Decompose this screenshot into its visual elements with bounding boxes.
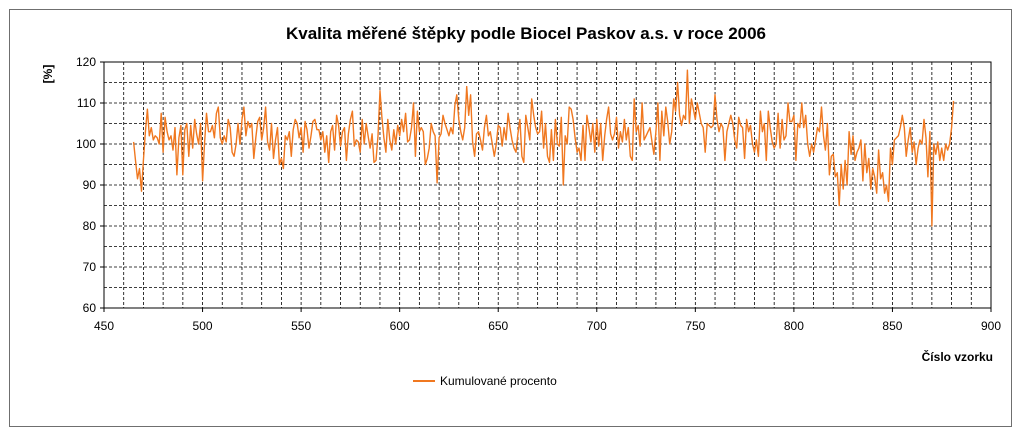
y-tick-label: 90	[83, 178, 97, 192]
y-axis-label: [%]	[41, 65, 55, 84]
x-tick-label: 550	[291, 319, 311, 333]
axis-ticks: 450 500 550 600 650 700 750 800 850 900 60 70 80 90 10…	[76, 55, 1001, 333]
legend: Kumulované procento	[413, 374, 557, 388]
chart-title: Kvalita měřené štěpky podle Biocel Pasko…	[286, 24, 766, 43]
x-tick-label: 900	[981, 319, 1001, 333]
y-tick-label: 110	[77, 96, 96, 110]
x-tick-label: 450	[94, 319, 114, 333]
y-tick-label: 80	[83, 219, 97, 233]
series-line-kumulovane-procento	[132, 69, 955, 227]
plot-area	[103, 61, 992, 309]
x-tick-label: 650	[488, 319, 508, 333]
grid	[104, 62, 991, 308]
y-tick-label: 120	[76, 55, 96, 69]
x-tick-label: 750	[685, 319, 705, 333]
x-tick-label: 700	[587, 319, 607, 333]
x-axis-label: Číslo vzorku	[922, 349, 993, 364]
y-tick-label: 100	[76, 137, 96, 151]
x-tick-label: 800	[784, 319, 804, 333]
chart-frame	[9, 9, 1012, 427]
x-tick-label: 850	[882, 319, 902, 333]
x-tick-label: 600	[390, 319, 410, 333]
x-tick-label: 500	[193, 319, 213, 333]
y-tick-label: 60	[83, 301, 97, 315]
legend-label: Kumulované procento	[440, 374, 557, 388]
y-tick-label: 70	[83, 260, 97, 274]
